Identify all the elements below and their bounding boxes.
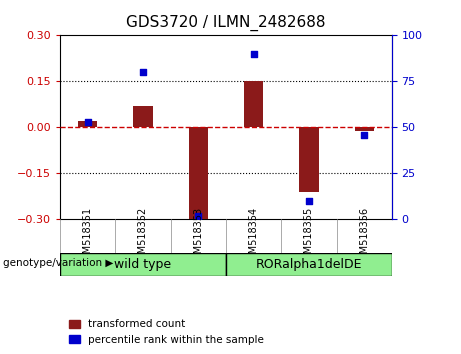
Point <box>305 198 313 204</box>
Point <box>84 119 91 125</box>
Bar <box>244 81 263 127</box>
Text: genotype/variation ▶: genotype/variation ▶ <box>3 258 113 268</box>
Text: GSM518354: GSM518354 <box>248 207 259 266</box>
Bar <box>355 127 374 131</box>
Text: RORalpha1delDE: RORalpha1delDE <box>255 258 362 271</box>
Point <box>250 51 257 57</box>
Legend: transformed count, percentile rank within the sample: transformed count, percentile rank withi… <box>65 315 268 349</box>
Title: GDS3720 / ILMN_2482688: GDS3720 / ILMN_2482688 <box>126 15 325 31</box>
Bar <box>299 127 319 192</box>
FancyBboxPatch shape <box>226 253 392 276</box>
Bar <box>78 121 97 127</box>
Text: GSM518355: GSM518355 <box>304 207 314 266</box>
Text: GSM518352: GSM518352 <box>138 207 148 266</box>
Bar <box>133 106 153 127</box>
FancyBboxPatch shape <box>60 253 226 276</box>
Text: GSM518353: GSM518353 <box>193 207 203 266</box>
Bar <box>189 127 208 221</box>
Text: GSM518356: GSM518356 <box>359 207 369 266</box>
Text: GSM518351: GSM518351 <box>83 207 93 266</box>
Point <box>195 213 202 219</box>
Text: wild type: wild type <box>114 258 171 271</box>
Point <box>361 132 368 138</box>
Point <box>139 69 147 75</box>
